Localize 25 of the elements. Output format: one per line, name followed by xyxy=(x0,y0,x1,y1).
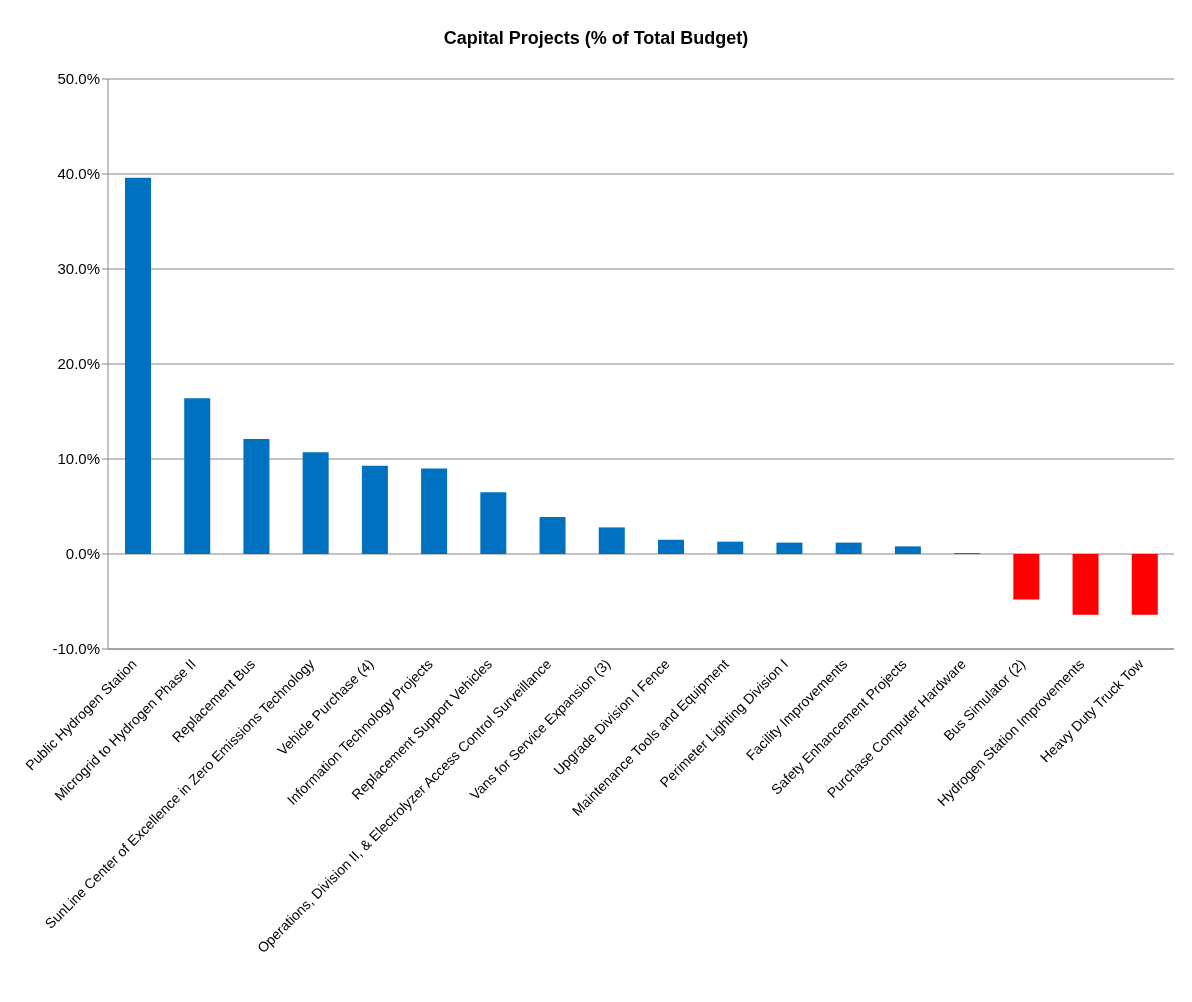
bar xyxy=(1072,554,1099,615)
bar xyxy=(776,542,803,554)
bar xyxy=(598,527,625,554)
bar xyxy=(421,468,448,554)
y-tick-label: -10.0% xyxy=(52,640,100,658)
bar xyxy=(717,541,744,554)
bar xyxy=(125,177,151,554)
chart-title: Capital Projects (% of Total Budget) xyxy=(442,27,750,49)
y-tick-label: 10.0% xyxy=(57,450,100,468)
bar xyxy=(184,398,211,554)
bar xyxy=(243,439,270,554)
y-tick-label: 50.0% xyxy=(57,70,100,88)
bar xyxy=(1131,554,1158,615)
bar xyxy=(658,539,684,554)
y-tick-label: 0.0% xyxy=(65,545,100,563)
bar xyxy=(894,546,921,554)
bar xyxy=(539,516,566,554)
bar xyxy=(361,465,388,554)
y-tick-label: 40.0% xyxy=(57,165,100,183)
y-tick-label: 30.0% xyxy=(57,260,100,278)
bar xyxy=(302,452,329,554)
bar xyxy=(835,542,862,554)
y-tick-label: 20.0% xyxy=(57,355,100,373)
bar xyxy=(1013,554,1040,600)
bar xyxy=(480,492,507,554)
